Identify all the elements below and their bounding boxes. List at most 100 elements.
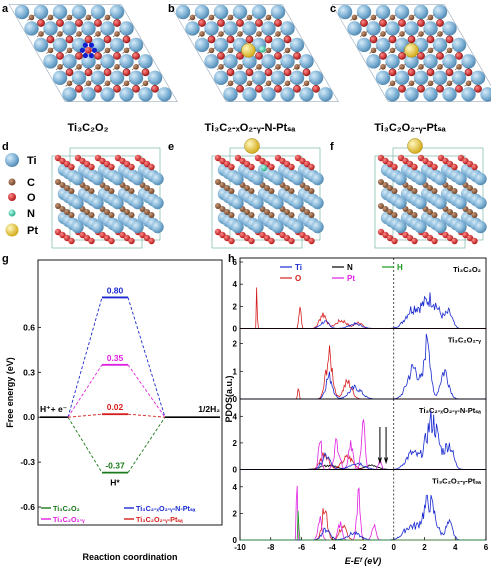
o-atom <box>139 231 146 239</box>
c-atom <box>124 209 130 215</box>
o-atom <box>293 52 301 60</box>
c-atom <box>446 47 453 54</box>
ti-pdos-curve <box>240 292 486 329</box>
o-atom <box>377 154 385 162</box>
c-atom <box>431 188 438 194</box>
o-atom <box>417 52 425 60</box>
o-atom <box>79 231 86 239</box>
ti-atom <box>71 4 87 20</box>
ti-atom <box>71 70 87 86</box>
c-atom <box>248 212 255 218</box>
ti-atom <box>442 54 457 69</box>
o-atom <box>88 237 95 245</box>
o-atom <box>259 231 266 239</box>
o-atom <box>59 157 66 165</box>
o-atom <box>417 84 425 93</box>
o-atom <box>75 52 83 60</box>
y-tick-label: 2 <box>233 439 238 448</box>
series-connector <box>127 364 166 418</box>
c-atom <box>407 209 413 215</box>
o-atom <box>294 154 302 162</box>
o-atom <box>402 231 409 239</box>
ti-atom <box>194 4 210 20</box>
ti-atom <box>291 196 304 210</box>
ti-atom <box>404 87 419 102</box>
n-pdos-curve <box>240 464 486 470</box>
ti-atom <box>311 172 324 186</box>
ti-atom <box>151 172 164 186</box>
o-atom <box>65 35 74 44</box>
o-atom <box>128 237 135 245</box>
ti-atom <box>271 220 284 234</box>
y-tick-label: 6 <box>233 258 238 267</box>
ti-atom <box>454 172 467 186</box>
y-tick-label: 0 <box>233 325 238 334</box>
o-atom <box>254 154 262 162</box>
c-atom <box>124 185 130 191</box>
c-atom <box>108 212 115 218</box>
legend-ti-label: Ti <box>27 155 37 167</box>
o-atom <box>382 157 389 165</box>
o-atom <box>411 237 418 245</box>
legend-pt-label: Pt <box>27 225 38 237</box>
o-atom <box>59 231 66 239</box>
ti-atom <box>119 54 134 69</box>
o-atom <box>302 68 311 77</box>
ti-atom <box>414 220 427 234</box>
c-atom <box>66 14 73 21</box>
ti-atom <box>242 54 257 69</box>
ti-atom <box>289 37 305 53</box>
o-atom <box>437 154 445 162</box>
c-atom <box>370 14 377 21</box>
c-atom <box>57 64 63 70</box>
o-atom <box>113 52 121 60</box>
ti-atom <box>24 21 39 36</box>
c-atom <box>411 188 418 194</box>
ti-atom <box>434 220 447 234</box>
panel-b-top-view <box>169 4 339 102</box>
legend-label: Pt <box>347 274 355 283</box>
ti-atom <box>185 21 200 36</box>
c-atom <box>399 31 405 37</box>
o-atom <box>236 19 244 27</box>
legend-c-label: C <box>27 177 35 189</box>
c-atom <box>447 185 453 191</box>
ti-atom <box>52 37 68 53</box>
c-atom <box>199 31 205 37</box>
c-atom <box>246 14 253 21</box>
o-atom <box>103 234 111 242</box>
legend-label: Ti₃C₂-ₓO₂-ᵧ-N-Ptₛₐ <box>136 504 196 513</box>
o-atom <box>299 157 306 165</box>
ti-atom <box>413 4 429 20</box>
pt-pdos-curve <box>240 419 486 470</box>
ti-atom <box>308 70 324 86</box>
cell-outline <box>8 4 178 102</box>
c-atom <box>47 47 54 54</box>
series-connector <box>127 416 166 473</box>
o-atom <box>79 157 86 165</box>
ti-atom <box>271 196 284 210</box>
ti-atom <box>175 4 191 20</box>
data-label: 0.35 <box>107 353 124 363</box>
panel-d-letter: d <box>2 141 9 153</box>
ti-atom <box>280 87 295 102</box>
ti-atom <box>100 54 115 69</box>
ti-atom <box>270 4 286 20</box>
c-atom <box>55 179 61 185</box>
c-atom <box>456 64 462 70</box>
o-atom <box>274 84 282 93</box>
ti-atom <box>231 220 244 234</box>
ti-atom <box>43 21 58 36</box>
legend-ti-atom <box>5 153 19 167</box>
ti-atom <box>100 87 115 102</box>
ti-atom <box>251 4 267 20</box>
c-atom <box>294 64 300 70</box>
ti-atom <box>223 54 238 69</box>
c-atom <box>128 188 135 194</box>
final-state-label: 1/2H₂ <box>198 404 220 414</box>
ti-atom <box>81 21 96 36</box>
c-atom <box>144 185 150 191</box>
ti-atom <box>151 220 164 234</box>
n-atom <box>259 45 266 53</box>
o-atom <box>108 237 115 245</box>
